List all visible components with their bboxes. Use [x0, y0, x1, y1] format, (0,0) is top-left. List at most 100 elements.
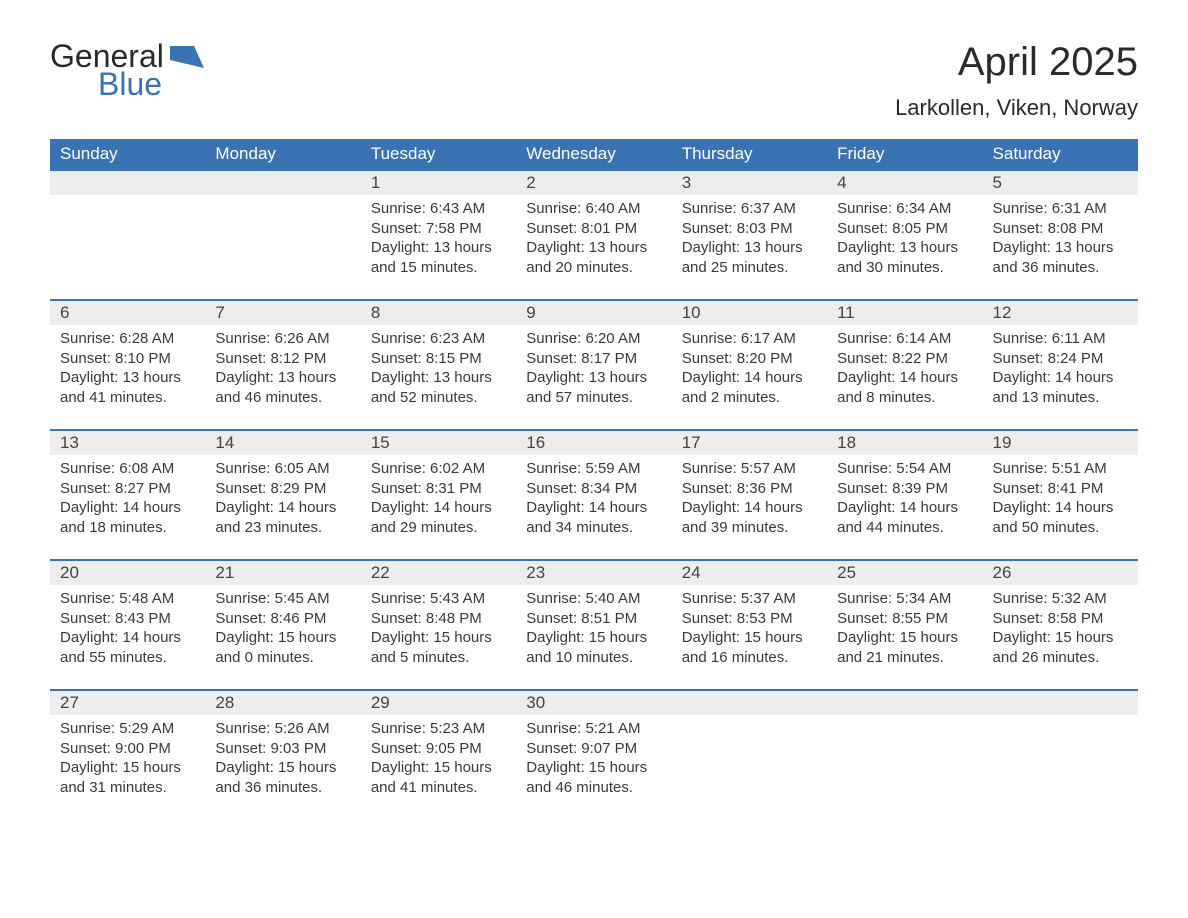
sunrise-line: Sunrise: 5:54 AM — [837, 459, 972, 479]
sunrise-line: Sunrise: 6:14 AM — [837, 329, 972, 349]
sunrise-line: Sunrise: 5:48 AM — [60, 589, 195, 609]
day-number-cell: 8 — [361, 300, 516, 325]
daylight-line-1: Daylight: 13 hours — [60, 368, 195, 388]
sunrise-line: Sunrise: 5:40 AM — [526, 589, 661, 609]
daylight-line-1: Daylight: 14 hours — [682, 368, 817, 388]
day-number-cell: 22 — [361, 560, 516, 585]
sunrise-line: Sunrise: 5:59 AM — [526, 459, 661, 479]
day-detail-cell: Sunrise: 6:26 AMSunset: 8:12 PMDaylight:… — [205, 325, 360, 430]
daylight-line-2: and 31 minutes. — [60, 778, 195, 798]
daylight-line-1: Daylight: 14 hours — [215, 498, 350, 518]
daylight-line-2: and 5 minutes. — [371, 648, 506, 668]
calendar-table: Sunday Monday Tuesday Wednesday Thursday… — [50, 139, 1138, 819]
daylight-line-1: Daylight: 15 hours — [371, 628, 506, 648]
sunset-line: Sunset: 8:51 PM — [526, 609, 661, 629]
day-number-cell: 16 — [516, 430, 671, 455]
day-number-cell: 2 — [516, 170, 671, 195]
sunset-line: Sunset: 8:34 PM — [526, 479, 661, 499]
sunrise-line: Sunrise: 6:40 AM — [526, 199, 661, 219]
sunrise-line: Sunrise: 5:57 AM — [682, 459, 817, 479]
day-number: 17 — [682, 433, 701, 452]
sunset-line: Sunset: 8:53 PM — [682, 609, 817, 629]
sunset-line: Sunset: 8:43 PM — [60, 609, 195, 629]
sunrise-line: Sunrise: 5:21 AM — [526, 719, 661, 739]
day-detail-cell: Sunrise: 6:43 AMSunset: 7:58 PMDaylight:… — [361, 195, 516, 300]
sunrise-line: Sunrise: 6:37 AM — [682, 199, 817, 219]
day-number: 28 — [215, 693, 234, 712]
daylight-line-1: Daylight: 13 hours — [371, 238, 506, 258]
sunset-line: Sunset: 9:05 PM — [371, 739, 506, 759]
daylight-line-1: Daylight: 14 hours — [60, 498, 195, 518]
sunset-line: Sunset: 8:31 PM — [371, 479, 506, 499]
sunset-line: Sunset: 8:17 PM — [526, 349, 661, 369]
day-number: 15 — [371, 433, 390, 452]
sunrise-line: Sunrise: 6:17 AM — [682, 329, 817, 349]
day-number: 19 — [993, 433, 1012, 452]
day-detail-cell: Sunrise: 5:54 AMSunset: 8:39 PMDaylight:… — [827, 455, 982, 560]
daylight-line-1: Daylight: 14 hours — [993, 498, 1128, 518]
daylight-line-2: and 23 minutes. — [215, 518, 350, 538]
day-number-cell: 11 — [827, 300, 982, 325]
day-detail-cell: Sunrise: 6:08 AMSunset: 8:27 PMDaylight:… — [50, 455, 205, 560]
day-number: 7 — [215, 303, 224, 322]
day-number-cell: 23 — [516, 560, 671, 585]
day-number-cell: 4 — [827, 170, 982, 195]
sunrise-line: Sunrise: 6:43 AM — [371, 199, 506, 219]
daynum-row: 27282930 — [50, 690, 1138, 715]
sunrise-line: Sunrise: 5:23 AM — [371, 719, 506, 739]
day-number-cell: 12 — [983, 300, 1138, 325]
daylight-line-1: Daylight: 13 hours — [993, 238, 1128, 258]
day-detail-cell — [827, 715, 982, 819]
sunset-line: Sunset: 8:03 PM — [682, 219, 817, 239]
location-subtitle: Larkollen, Viken, Norway — [895, 95, 1138, 121]
day-number-cell: 13 — [50, 430, 205, 455]
day-number: 23 — [526, 563, 545, 582]
day-detail-cell: Sunrise: 6:34 AMSunset: 8:05 PMDaylight:… — [827, 195, 982, 300]
day-number: 13 — [60, 433, 79, 452]
daylight-line-1: Daylight: 14 hours — [837, 368, 972, 388]
day-detail-cell: Sunrise: 6:28 AMSunset: 8:10 PMDaylight:… — [50, 325, 205, 430]
detail-row: Sunrise: 6:28 AMSunset: 8:10 PMDaylight:… — [50, 325, 1138, 430]
day-number: 10 — [682, 303, 701, 322]
day-number-cell: 20 — [50, 560, 205, 585]
daylight-line-2: and 39 minutes. — [682, 518, 817, 538]
sunset-line: Sunset: 8:01 PM — [526, 219, 661, 239]
weekday-header: Thursday — [672, 139, 827, 170]
daylight-line-2: and 29 minutes. — [371, 518, 506, 538]
daylight-line-1: Daylight: 13 hours — [526, 238, 661, 258]
sunrise-line: Sunrise: 5:32 AM — [993, 589, 1128, 609]
sunrise-line: Sunrise: 5:37 AM — [682, 589, 817, 609]
daylight-line-2: and 50 minutes. — [993, 518, 1128, 538]
day-detail-cell: Sunrise: 5:29 AMSunset: 9:00 PMDaylight:… — [50, 715, 205, 819]
sunrise-line: Sunrise: 6:08 AM — [60, 459, 195, 479]
day-detail-cell: Sunrise: 5:34 AMSunset: 8:55 PMDaylight:… — [827, 585, 982, 690]
daylight-line-1: Daylight: 14 hours — [993, 368, 1128, 388]
day-number-cell — [50, 170, 205, 195]
sunset-line: Sunset: 8:27 PM — [60, 479, 195, 499]
detail-row: Sunrise: 6:08 AMSunset: 8:27 PMDaylight:… — [50, 455, 1138, 560]
daylight-line-2: and 13 minutes. — [993, 388, 1128, 408]
day-detail-cell — [983, 715, 1138, 819]
day-number: 1 — [371, 173, 380, 192]
daylight-line-1: Daylight: 13 hours — [526, 368, 661, 388]
day-number: 6 — [60, 303, 69, 322]
daylight-line-1: Daylight: 15 hours — [60, 758, 195, 778]
sunset-line: Sunset: 8:05 PM — [837, 219, 972, 239]
day-number: 26 — [993, 563, 1012, 582]
daylight-line-2: and 15 minutes. — [371, 258, 506, 278]
daylight-line-2: and 52 minutes. — [371, 388, 506, 408]
day-number-cell — [827, 690, 982, 715]
sunrise-line: Sunrise: 5:34 AM — [837, 589, 972, 609]
daylight-line-2: and 0 minutes. — [215, 648, 350, 668]
sunset-line: Sunset: 9:03 PM — [215, 739, 350, 759]
day-number: 24 — [682, 563, 701, 582]
day-number-cell: 28 — [205, 690, 360, 715]
day-number-cell: 6 — [50, 300, 205, 325]
day-number-cell: 5 — [983, 170, 1138, 195]
sunset-line: Sunset: 8:39 PM — [837, 479, 972, 499]
day-number: 14 — [215, 433, 234, 452]
daylight-line-1: Daylight: 15 hours — [215, 628, 350, 648]
daylight-line-2: and 36 minutes. — [993, 258, 1128, 278]
sunset-line: Sunset: 8:58 PM — [993, 609, 1128, 629]
day-number-cell: 17 — [672, 430, 827, 455]
